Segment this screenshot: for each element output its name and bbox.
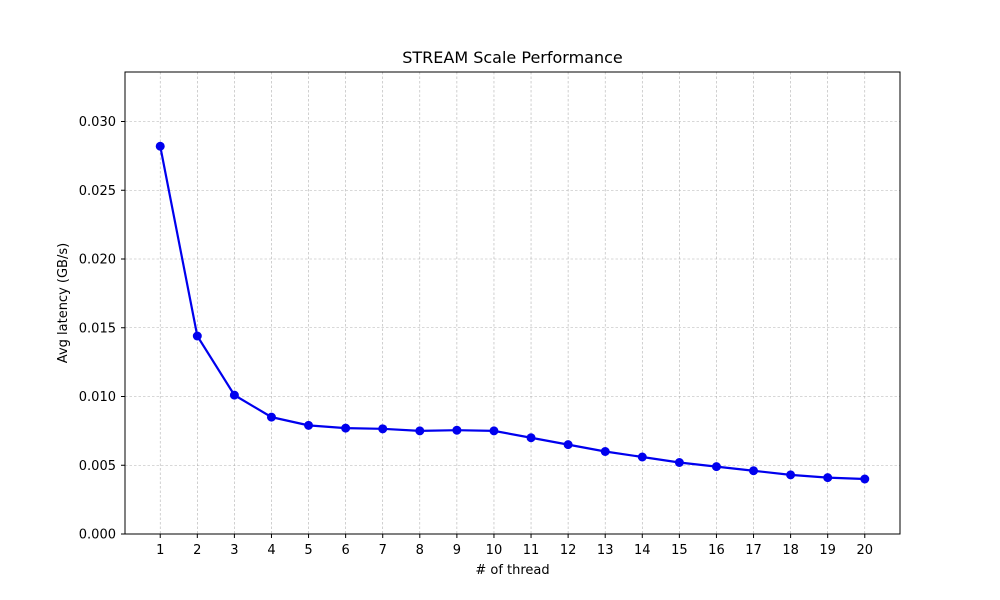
data-point [637,452,647,462]
data-point [452,425,462,435]
x-tick-label: 3 [230,543,238,558]
data-point [600,447,610,456]
data-point [341,423,351,433]
x-tick-label: 8 [416,543,424,558]
x-tick-label: 7 [379,543,387,558]
x-tick-label: 15 [671,543,688,558]
x-tick-label: 18 [782,543,799,558]
series-layer [155,141,870,484]
series-line [159,146,865,481]
data-point [711,462,721,472]
y-tick-label: 0.025 [79,184,116,199]
x-tick-label: 16 [708,543,725,558]
chart-title: STREAM Scale Performance [402,48,623,67]
data-point [304,420,314,430]
data-point [155,141,165,151]
x-tick-label: 12 [560,543,577,558]
x-axis-title: # of thread [475,563,549,578]
y-tick-label: 0.030 [79,115,116,130]
x-tick-label: 9 [453,543,461,558]
data-point [526,433,536,443]
x-tick-label: 10 [486,543,503,558]
x-tick-label: 13 [597,543,614,558]
x-tick-label: 5 [304,543,312,558]
x-tick-label: 4 [267,543,275,558]
data-point [415,426,425,436]
data-point [378,424,388,434]
data-point [266,412,276,422]
data-point [823,473,833,483]
x-tick-label: 6 [341,543,349,558]
plot-area-frame [124,71,901,535]
x-tick-label: 11 [523,543,540,558]
x-tick-label: 19 [819,543,836,558]
data-point [749,466,759,476]
grid-lines [125,72,900,535]
data-point [489,426,499,436]
data-point [229,390,239,400]
y-tick-label: 0.015 [79,321,116,336]
y-tick-label: 0.010 [79,390,116,405]
data-point [786,470,796,480]
y-axis-title: Avg latency (GB/s) [56,243,71,363]
data-point [192,331,202,341]
y-tick-label: 0.000 [79,528,116,543]
y-tick-label: 0.020 [79,253,116,268]
data-point [860,474,870,484]
data-point [563,440,573,450]
x-tick-label: 20 [856,543,873,558]
axis-ticks: 1 2 3 4 5 6 7 8 9 10 11 12 13 14 15 16 17 18 19 200.0000.00… [79,115,873,558]
x-tick-label: 2 [193,543,201,558]
x-tick-label: 1 [156,543,164,558]
y-tick-label: 0.005 [79,459,116,474]
x-tick-label: 17 [745,543,762,558]
x-tick-label: 14 [634,543,651,558]
data-point [674,458,684,467]
